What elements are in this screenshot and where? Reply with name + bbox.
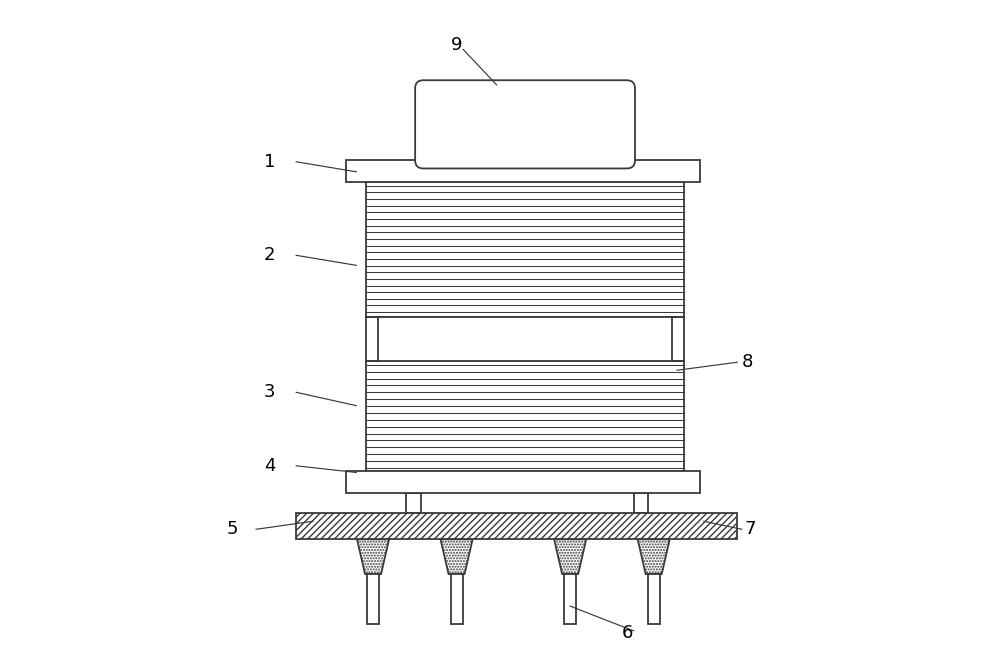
Text: 5: 5 [227, 520, 238, 538]
Text: 9: 9 [451, 36, 462, 54]
Bar [406, 493, 421, 513]
Text: 2: 2 [264, 246, 275, 264]
Bar [378, 317, 672, 361]
Polygon shape [554, 539, 586, 574]
Text: 1: 1 [264, 153, 275, 170]
Bar [346, 160, 700, 182]
Bar [366, 182, 684, 471]
Text: 4: 4 [264, 457, 275, 475]
Bar [367, 574, 379, 624]
Bar [296, 513, 737, 539]
Bar [564, 574, 576, 624]
Text: 6: 6 [621, 624, 633, 642]
Bar [296, 513, 737, 539]
Polygon shape [357, 539, 389, 574]
Polygon shape [441, 539, 473, 574]
Bar [634, 493, 648, 513]
Text: 8: 8 [742, 353, 753, 371]
Polygon shape [638, 539, 670, 574]
Bar [451, 574, 463, 624]
Text: 7: 7 [745, 520, 756, 538]
FancyBboxPatch shape [415, 81, 635, 168]
Text: 3: 3 [264, 383, 275, 401]
Bar [648, 574, 660, 624]
Bar [346, 471, 700, 493]
